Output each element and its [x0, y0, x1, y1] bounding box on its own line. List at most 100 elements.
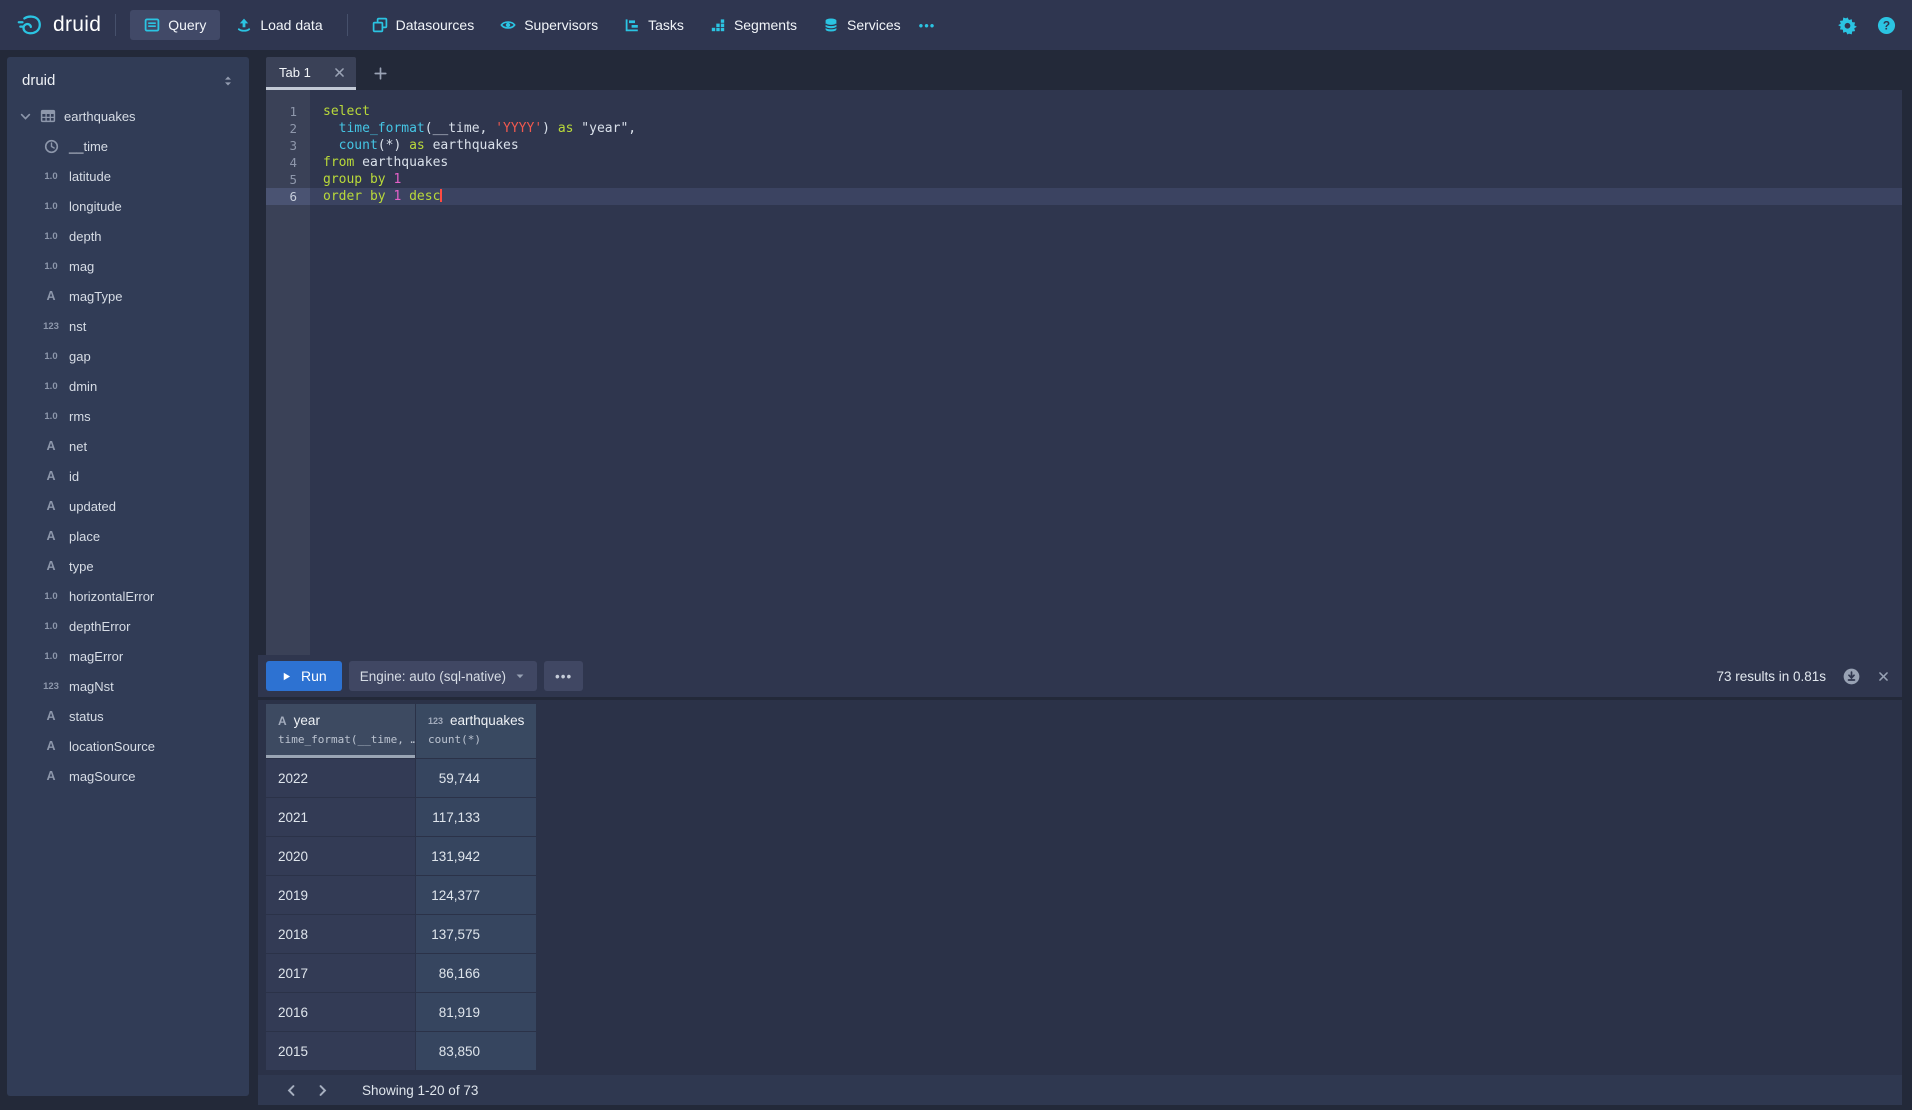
- nav-item-services[interactable]: Services: [813, 10, 911, 40]
- divider: [346, 14, 348, 36]
- nav-item-datasources[interactable]: Datasources: [362, 10, 485, 40]
- code-line[interactable]: select: [310, 103, 1902, 120]
- query-more-button[interactable]: •••: [544, 661, 584, 691]
- cell-earthquakes[interactable]: 131,942: [416, 837, 536, 875]
- code-token: count: [338, 138, 378, 153]
- code-token: desc: [409, 189, 441, 204]
- type-badge-str: A: [46, 439, 56, 453]
- nav-item-segments[interactable]: Segments: [700, 10, 807, 40]
- type-badge-float: 1.0: [44, 260, 58, 272]
- column-item--time[interactable]: __time: [7, 131, 249, 161]
- next-page-button[interactable]: [307, 1080, 338, 1101]
- table-row: 2019 124,377: [266, 876, 536, 914]
- column-header-earthquakes[interactable]: 123 earthquakes count(*): [416, 704, 536, 758]
- cell-earthquakes[interactable]: 59,744: [416, 759, 536, 797]
- cell-year[interactable]: 2018: [266, 915, 415, 953]
- table-label: earthquakes: [64, 108, 136, 124]
- cell-earthquakes[interactable]: 124,377: [416, 876, 536, 914]
- gutter-line: 5: [289, 172, 297, 187]
- editor-code[interactable]: select time_format(__time, 'YYYY') as "y…: [310, 90, 1902, 655]
- table-row: 2021 117,133: [266, 798, 536, 836]
- type-badge-float: 1.0: [44, 650, 58, 662]
- supervisors-icon: [500, 17, 516, 33]
- cell-year[interactable]: 2017: [266, 954, 415, 992]
- code-line[interactable]: time_format(__time, 'YYYY') as "year",: [310, 120, 1902, 137]
- run-toolbar: Run Engine: auto (sql-native) ••• 73 res…: [258, 655, 1902, 697]
- code-line[interactable]: order by 1 desc: [310, 188, 1902, 205]
- pagination-bar: Showing 1-20 of 73: [258, 1075, 1902, 1105]
- column-item-nst[interactable]: 123 nst: [7, 311, 249, 341]
- cell-earthquakes[interactable]: 117,133: [416, 798, 536, 836]
- cell-earthquakes[interactable]: 83,850: [416, 1032, 536, 1070]
- column-label: type: [69, 558, 94, 574]
- code-line[interactable]: group by 1: [310, 171, 1902, 188]
- gutter-line: 4: [289, 155, 297, 170]
- tasks-icon: [624, 17, 640, 33]
- close-icon[interactable]: [333, 66, 346, 79]
- new-tab-button[interactable]: [369, 62, 392, 85]
- druid-logo[interactable]: druid: [16, 11, 101, 39]
- cell-year[interactable]: 2019: [266, 876, 415, 914]
- code-line[interactable]: count(*) as earthquakes: [310, 137, 1902, 154]
- column-item-latitude[interactable]: 1.0 latitude: [7, 161, 249, 191]
- caret-down-icon: [514, 670, 526, 682]
- schema-name[interactable]: druid: [22, 72, 56, 89]
- time-icon: [39, 139, 63, 154]
- cell-year[interactable]: 2020: [266, 837, 415, 875]
- sort-icon[interactable]: [221, 74, 235, 88]
- download-icon[interactable]: [1843, 668, 1860, 685]
- column-label: magSource: [69, 768, 136, 784]
- tab-1[interactable]: Tab 1: [266, 57, 356, 90]
- column-item-horizontalerror[interactable]: 1.0 horizontalError: [7, 581, 249, 611]
- column-item-rms[interactable]: 1.0 rms: [7, 401, 249, 431]
- nav-item-query[interactable]: Query: [130, 10, 221, 40]
- cell-earthquakes[interactable]: 86,166: [416, 954, 536, 992]
- datasources-icon: [372, 17, 388, 33]
- column-item-longitude[interactable]: 1.0 longitude: [7, 191, 249, 221]
- code-line[interactable]: from earthquakes: [310, 154, 1902, 171]
- close-results-icon[interactable]: [1877, 670, 1890, 683]
- cell-year[interactable]: 2021: [266, 798, 415, 836]
- cell-year[interactable]: 2016: [266, 993, 415, 1031]
- help-icon[interactable]: ?: [1877, 16, 1896, 35]
- column-item-mag[interactable]: 1.0 mag: [7, 251, 249, 281]
- type-badge-str: A: [46, 709, 56, 723]
- table-row: 2018 137,575: [266, 915, 536, 953]
- column-item-depth[interactable]: 1.0 depth: [7, 221, 249, 251]
- nav-more-button[interactable]: •••: [918, 17, 936, 33]
- column-item-dmin[interactable]: 1.0 dmin: [7, 371, 249, 401]
- column-label: net: [69, 438, 88, 454]
- column-label: place: [69, 528, 101, 544]
- text-cursor: [440, 189, 443, 202]
- cell-earthquakes[interactable]: 81,919: [416, 993, 536, 1031]
- engine-select[interactable]: Engine: auto (sql-native): [348, 661, 538, 691]
- column-item-magnst[interactable]: 123 magNst: [7, 671, 249, 701]
- cell-earthquakes[interactable]: 137,575: [416, 915, 536, 953]
- nav-item-load-data[interactable]: Load data: [226, 10, 332, 40]
- gear-icon[interactable]: [1838, 16, 1857, 35]
- run-button[interactable]: Run: [266, 661, 342, 691]
- nav-item-tasks[interactable]: Tasks: [614, 10, 694, 40]
- column-item-gap[interactable]: 1.0 gap: [7, 341, 249, 371]
- column-item-deptherror[interactable]: 1.0 depthError: [7, 611, 249, 641]
- prev-page-button[interactable]: [276, 1080, 307, 1101]
- nav-item-supervisors[interactable]: Supervisors: [490, 10, 608, 40]
- code-token: [323, 121, 339, 136]
- cell-year[interactable]: 2015: [266, 1032, 415, 1070]
- column-item-magerror[interactable]: 1.0 magError: [7, 641, 249, 671]
- table-item-earthquakes[interactable]: earthquakes: [7, 101, 249, 131]
- cell-year[interactable]: 2022: [266, 759, 415, 797]
